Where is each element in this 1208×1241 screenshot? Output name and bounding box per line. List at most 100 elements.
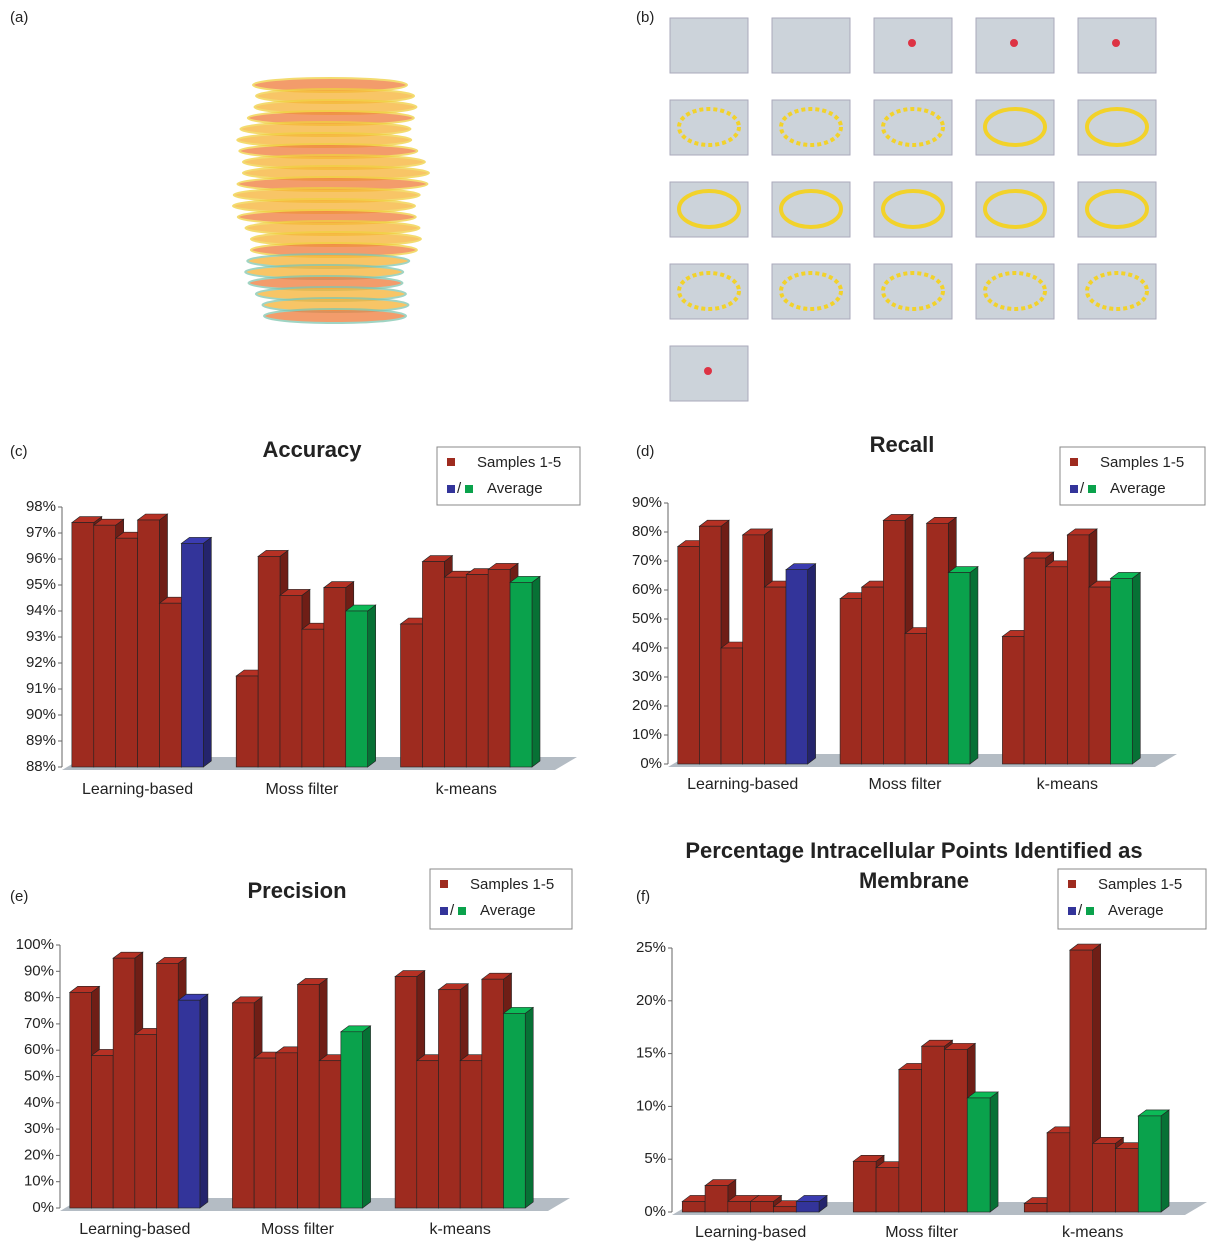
slice-tile xyxy=(670,18,748,73)
membrane xyxy=(1112,39,1120,47)
bar-front xyxy=(899,1069,922,1212)
bar-front xyxy=(181,543,203,767)
bar-front xyxy=(460,1061,482,1208)
bar-front xyxy=(922,1046,945,1212)
y-tick-label: 50% xyxy=(632,610,662,627)
y-tick-label: 10% xyxy=(24,1173,54,1190)
bar xyxy=(178,994,208,1208)
bar-front xyxy=(1093,1143,1116,1212)
bar xyxy=(796,1195,827,1212)
bar-front xyxy=(302,629,324,767)
bar xyxy=(341,1026,371,1208)
bar-front xyxy=(751,1201,774,1212)
bar-front xyxy=(944,1049,967,1212)
bar-front xyxy=(324,588,346,767)
y-tick-label: 80% xyxy=(632,523,662,540)
y-tick-label: 98% xyxy=(26,498,56,515)
bar-front xyxy=(70,992,92,1208)
bar-front xyxy=(876,1168,899,1212)
bar-front xyxy=(840,599,862,764)
legend-label: Samples 1-5 xyxy=(470,876,554,893)
membrane xyxy=(704,367,712,375)
x-tick-label: Learning-based xyxy=(79,1221,190,1238)
chart-title: Percentage Intracellular Points Identifi… xyxy=(664,836,1164,896)
bar-front xyxy=(1024,558,1046,764)
bar-front xyxy=(138,520,160,767)
bar-front xyxy=(417,1061,439,1208)
y-tick-label: 70% xyxy=(24,1015,54,1032)
chart-title: Accuracy xyxy=(162,435,462,465)
bar-front xyxy=(1138,1116,1161,1212)
bar-side xyxy=(532,576,540,767)
bar-front xyxy=(232,1003,254,1208)
y-tick-label: 30% xyxy=(24,1120,54,1137)
bar-front xyxy=(728,1201,751,1212)
chart-title: Recall xyxy=(752,430,1052,460)
x-tick-label: k-means xyxy=(1037,776,1098,793)
y-tick-label: 94% xyxy=(26,602,56,619)
x-tick-label: Moss filter xyxy=(265,781,339,798)
bar-front xyxy=(796,1201,819,1212)
y-tick-label: 91% xyxy=(26,680,56,697)
y-tick-label: 100% xyxy=(16,936,54,953)
bar xyxy=(967,1092,998,1212)
bar-side xyxy=(525,1007,533,1208)
legend-swatch xyxy=(1070,458,1078,466)
bar-front xyxy=(699,526,721,764)
y-tick-label: 10% xyxy=(632,726,662,743)
x-tick-label: Moss filter xyxy=(261,1221,335,1238)
bar-front xyxy=(91,1055,113,1208)
bar xyxy=(1111,572,1141,764)
y-tick-label: 93% xyxy=(26,628,56,645)
bar-front xyxy=(157,963,179,1208)
y-tick-label: 15% xyxy=(636,1045,666,1062)
y-tick-label: 0% xyxy=(644,1203,666,1220)
bar xyxy=(346,605,376,767)
figure: (a) (b) (c)88%89%90%91%92%93%94%95%96%97… xyxy=(0,0,1208,1241)
bar-front xyxy=(721,648,743,764)
bar-front xyxy=(862,587,884,764)
bar-front xyxy=(422,562,444,767)
y-tick-label: 0% xyxy=(640,755,662,772)
legend-swatch xyxy=(447,485,455,493)
bar-front xyxy=(135,1034,157,1208)
y-tick-label: 70% xyxy=(632,552,662,569)
bar xyxy=(510,576,540,767)
bar-side xyxy=(1132,572,1140,764)
y-tick-label: 92% xyxy=(26,654,56,671)
bar-front xyxy=(764,587,786,764)
bar-side xyxy=(363,1026,371,1208)
y-tick-label: 90% xyxy=(24,962,54,979)
bar-front xyxy=(341,1032,363,1208)
y-tick-label: 90% xyxy=(632,494,662,511)
y-tick-label: 88% xyxy=(26,758,56,775)
bar-front xyxy=(254,1058,276,1208)
figure-canvas: (a) (b) (c)88%89%90%91%92%93%94%95%96%97… xyxy=(0,0,1208,1241)
y-tick-label: 90% xyxy=(26,706,56,723)
bar-front xyxy=(401,624,423,767)
bar-front xyxy=(346,611,368,767)
x-tick-label: Learning-based xyxy=(695,1224,806,1241)
y-tick-label: 80% xyxy=(24,989,54,1006)
bar-front xyxy=(1046,567,1068,764)
bar-front xyxy=(276,1053,298,1208)
x-tick-label: Moss filter xyxy=(885,1224,959,1241)
bar-front xyxy=(438,990,460,1208)
slice-grid xyxy=(670,18,1156,401)
bar-side xyxy=(808,564,816,764)
legend-label: Average xyxy=(1110,480,1166,497)
bar xyxy=(1138,1110,1169,1212)
bar-front xyxy=(682,1201,705,1212)
bar-front xyxy=(113,958,135,1208)
y-tick-label: 97% xyxy=(26,524,56,541)
legend-label: Samples 1-5 xyxy=(1100,454,1184,471)
bar-front xyxy=(466,575,488,767)
panel-label: (d) xyxy=(636,443,654,460)
y-tick-label: 89% xyxy=(26,732,56,749)
bar-front xyxy=(773,1207,796,1212)
bar-front xyxy=(482,979,504,1208)
bar-front xyxy=(116,538,138,767)
x-tick-label: Learning-based xyxy=(82,781,193,798)
bar-front xyxy=(705,1186,728,1212)
bar-front xyxy=(1111,578,1133,764)
